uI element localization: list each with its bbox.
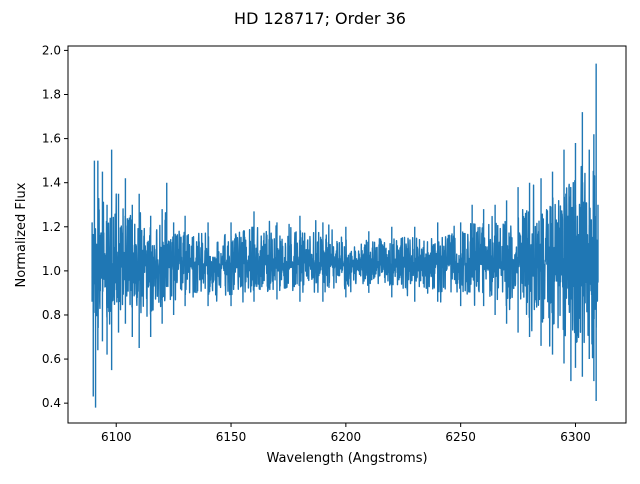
y-axis-ticks: 0.4 0.6 0.8 1.0 1.2 1.4 1.6 1.8 2.0 xyxy=(42,43,68,410)
series-layer xyxy=(91,63,599,408)
y-tick-label: 0.6 xyxy=(42,352,61,366)
axes-frame xyxy=(67,45,627,424)
x-axis-ticks: 6100 6150 6200 6250 6300 xyxy=(101,423,591,444)
x-axis-label: Wavelength (Angstroms) xyxy=(266,451,427,466)
y-tick-label: 2.0 xyxy=(42,43,61,57)
chart-title: HD 128717; Order 36 xyxy=(234,9,406,28)
x-tick-label: 6100 xyxy=(101,430,132,444)
y-tick-label: 1.4 xyxy=(42,176,61,190)
x-tick-label: 6200 xyxy=(331,430,362,444)
y-tick-label: 1.2 xyxy=(42,220,61,234)
x-tick-label: 6250 xyxy=(445,430,476,444)
y-tick-label: 1.8 xyxy=(42,88,61,102)
y-tick-label: 1.0 xyxy=(42,264,61,278)
x-tick-label: 6300 xyxy=(560,430,591,444)
y-tick-label: 1.6 xyxy=(42,132,61,146)
y-tick-label: 0.4 xyxy=(42,396,61,410)
y-tick-label: 0.8 xyxy=(42,308,61,322)
x-tick-label: 6150 xyxy=(216,430,247,444)
y-axis-label: Normalized Flux xyxy=(14,182,29,287)
spectrum-line xyxy=(91,63,599,408)
